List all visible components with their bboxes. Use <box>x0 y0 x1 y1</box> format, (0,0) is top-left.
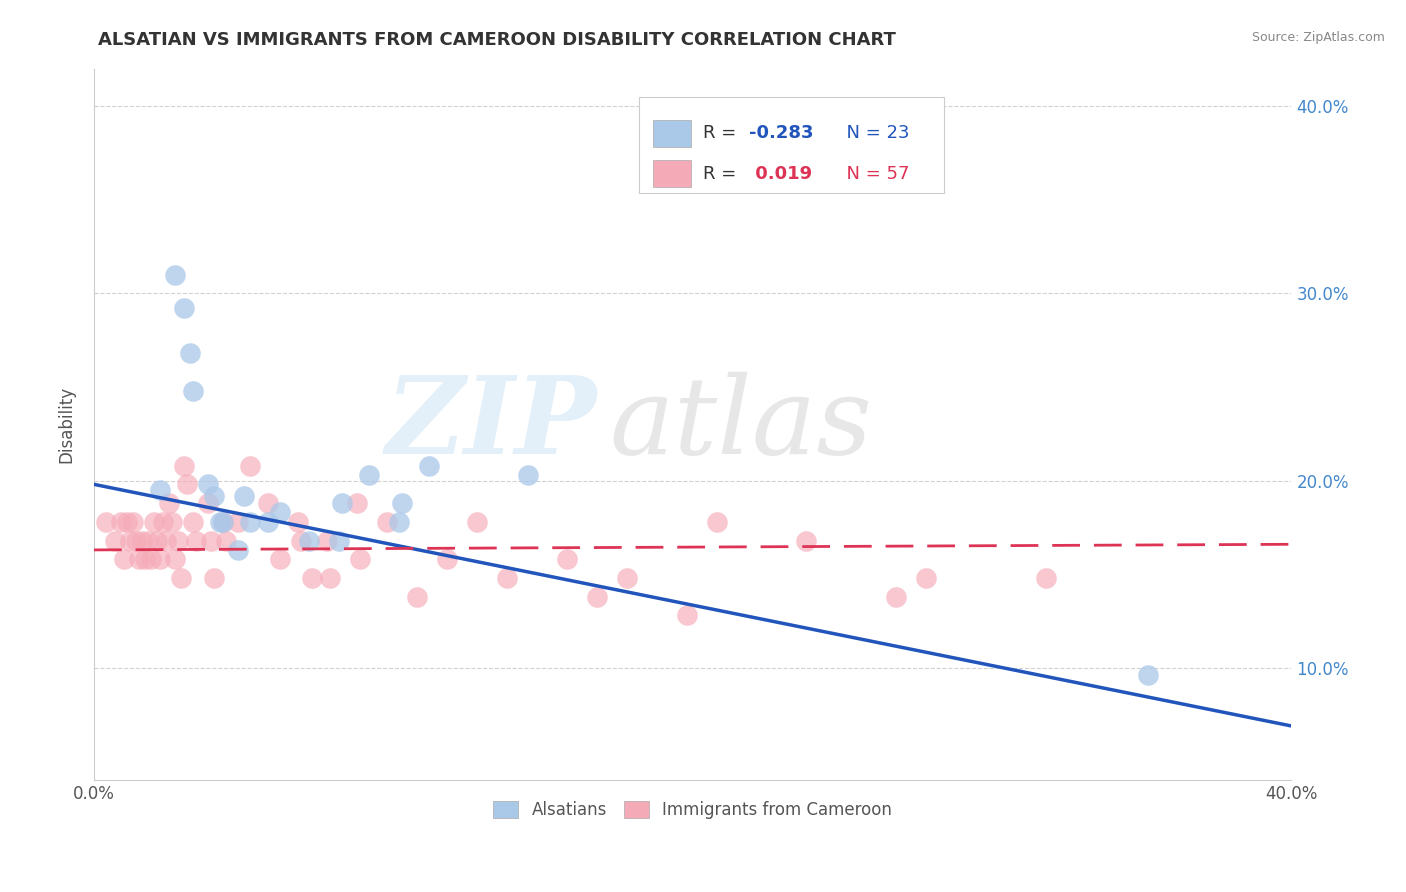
Point <box>176 477 198 491</box>
Point <box>406 590 429 604</box>
Point <box>104 533 127 548</box>
Point <box>418 458 440 473</box>
Point <box>181 384 204 398</box>
Point <box>200 533 222 548</box>
Point <box>616 571 638 585</box>
Point <box>214 533 236 548</box>
Point <box>319 571 342 585</box>
Point <box>139 552 162 566</box>
Point <box>316 533 339 548</box>
Point <box>359 467 381 482</box>
Point <box>1136 668 1159 682</box>
Point <box>436 552 458 566</box>
Point <box>375 515 398 529</box>
Text: R =: R = <box>703 165 742 183</box>
Point <box>134 552 156 566</box>
Point <box>155 533 177 548</box>
Point <box>884 590 907 604</box>
Point <box>173 458 195 473</box>
Point <box>163 268 186 282</box>
Point <box>197 496 219 510</box>
FancyBboxPatch shape <box>654 161 692 187</box>
Point <box>110 515 132 529</box>
Y-axis label: Disability: Disability <box>58 386 75 463</box>
Point <box>181 515 204 529</box>
Point <box>157 496 180 510</box>
FancyBboxPatch shape <box>654 120 692 147</box>
Text: ALSATIAN VS IMMIGRANTS FROM CAMEROON DISABILITY CORRELATION CHART: ALSATIAN VS IMMIGRANTS FROM CAMEROON DIS… <box>98 31 896 49</box>
Point <box>160 515 183 529</box>
Point <box>346 496 368 510</box>
Point <box>179 346 201 360</box>
Point <box>142 515 165 529</box>
Point <box>269 552 291 566</box>
Point <box>226 542 249 557</box>
Point <box>298 533 321 548</box>
Text: Source: ZipAtlas.com: Source: ZipAtlas.com <box>1251 31 1385 45</box>
Point <box>125 533 148 548</box>
Point <box>586 590 609 604</box>
Point <box>465 515 488 529</box>
Point <box>1035 571 1057 585</box>
Point <box>152 515 174 529</box>
Point <box>94 515 117 529</box>
Point <box>332 496 354 510</box>
Point <box>287 515 309 529</box>
Point <box>349 552 371 566</box>
Text: ZIP: ZIP <box>385 371 598 477</box>
Point <box>675 608 697 623</box>
Point <box>796 533 818 548</box>
Point <box>517 467 540 482</box>
Point <box>388 515 411 529</box>
Point <box>208 515 231 529</box>
Point <box>256 515 278 529</box>
Point <box>118 533 141 548</box>
Point <box>149 552 172 566</box>
Point <box>128 552 150 566</box>
Point <box>202 571 225 585</box>
Point <box>269 505 291 519</box>
Text: N = 57: N = 57 <box>835 165 910 183</box>
Point <box>136 533 159 548</box>
Point <box>170 571 193 585</box>
Point <box>184 533 207 548</box>
Point <box>166 533 188 548</box>
FancyBboxPatch shape <box>638 97 945 193</box>
Point <box>239 458 262 473</box>
Point <box>149 483 172 497</box>
Point <box>121 515 143 529</box>
Point <box>391 496 413 510</box>
Point <box>232 489 254 503</box>
Point <box>197 477 219 491</box>
Point <box>239 515 262 529</box>
Point <box>112 552 135 566</box>
Point <box>256 496 278 510</box>
Point <box>706 515 728 529</box>
Text: R =: R = <box>703 124 742 143</box>
Text: atlas: atlas <box>609 372 872 477</box>
Text: -0.283: -0.283 <box>749 124 814 143</box>
Point <box>290 533 312 548</box>
Point <box>226 515 249 529</box>
Text: N = 23: N = 23 <box>835 124 910 143</box>
Point <box>131 533 153 548</box>
Point <box>555 552 578 566</box>
Point <box>146 533 169 548</box>
Point <box>301 571 323 585</box>
Point <box>211 515 233 529</box>
Point <box>163 552 186 566</box>
Point <box>173 301 195 316</box>
Point <box>496 571 519 585</box>
Legend: Alsatians, Immigrants from Cameroon: Alsatians, Immigrants from Cameroon <box>486 794 898 825</box>
Text: 0.019: 0.019 <box>749 165 813 183</box>
Point <box>202 489 225 503</box>
Point <box>328 533 350 548</box>
Point <box>915 571 938 585</box>
Point <box>211 515 233 529</box>
Point <box>115 515 138 529</box>
